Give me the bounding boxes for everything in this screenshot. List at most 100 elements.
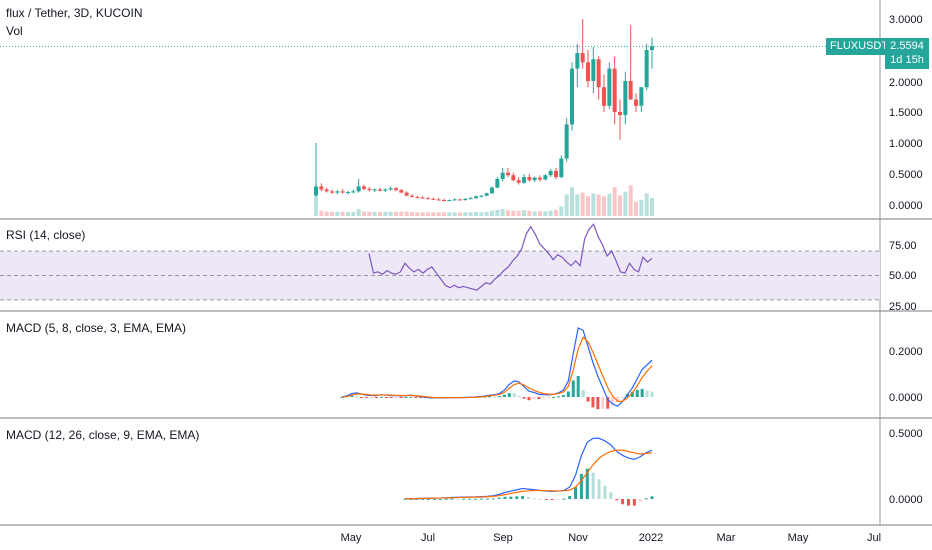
x-axis-tick: Jul (867, 532, 881, 544)
candle-body (394, 188, 398, 191)
volume-bar (367, 211, 372, 216)
candle-body (319, 186, 324, 190)
volume-bar (527, 210, 532, 216)
volume-bar (383, 211, 388, 216)
x-axis-tick: Mar (717, 532, 736, 544)
macd1-histogram-bar (591, 397, 595, 408)
volume-bar (319, 210, 324, 216)
candle-body (650, 46, 654, 50)
macd2-histogram-bar (568, 496, 572, 499)
candle-body (570, 68, 574, 125)
macd2-histogram-bar (509, 496, 513, 499)
volume-bar (474, 212, 478, 216)
chart-title: flux / Tether, 3D, KUCOIN (6, 6, 143, 20)
macd2-histogram-bar (603, 485, 607, 499)
candle-body (431, 198, 436, 200)
last-price: 2.5594 (890, 40, 924, 52)
candle-body (591, 59, 596, 81)
macd1-histogram-bar (601, 397, 605, 409)
rsi-band (0, 251, 880, 300)
candle-body (436, 199, 441, 201)
candle-body (506, 172, 510, 176)
candle-body (372, 189, 377, 191)
volume-bar (420, 212, 425, 216)
macd2-histogram-bar (556, 499, 560, 500)
volume-bar (340, 211, 345, 216)
x-axis-tick: 2022 (639, 532, 663, 544)
candle-body (378, 189, 382, 191)
macd1-histogram-bar (576, 376, 580, 397)
macd1-histogram-bar (512, 393, 516, 397)
rsi-axis-tick: 75.00 (889, 240, 917, 252)
volume-bar (426, 212, 430, 216)
macd1-histogram-bar (365, 397, 369, 398)
macd2-histogram-bar (503, 496, 507, 499)
candle-body (458, 199, 462, 201)
candle-body (500, 172, 505, 179)
volume-bar (639, 199, 644, 216)
volume-bar (607, 193, 612, 216)
macd2-histogram-bar (544, 499, 548, 500)
volume-bar (500, 209, 505, 216)
macd1-histogram-bar (522, 397, 526, 399)
macd2-histogram-bar (638, 499, 642, 502)
volume-bar (575, 194, 580, 216)
volume-bar (330, 211, 334, 216)
price-axis-tick: 3.0000 (889, 14, 923, 26)
volume-bar (372, 211, 377, 216)
macd1-histogram-bar (620, 397, 624, 398)
macd1-histogram-bar (596, 397, 600, 410)
rsi-axis-tick: 50.00 (889, 270, 917, 282)
volume-bar (623, 191, 628, 216)
macd1-histogram-bar (355, 395, 359, 397)
macd1-histogram-bar (419, 397, 423, 398)
macd1-histogram-bar (502, 394, 506, 397)
volume-bar (410, 212, 414, 216)
volume-bar (559, 206, 564, 216)
macd1-histogram-bar (399, 397, 403, 398)
candle-body (335, 191, 340, 193)
macd2-histogram-bar (450, 498, 454, 500)
candle-body (596, 59, 601, 88)
candle-body (554, 170, 558, 178)
candle-body (484, 193, 489, 196)
macd2-histogram-bar (468, 498, 472, 500)
candle-body (404, 192, 409, 196)
macd2-histogram-bar (456, 498, 460, 500)
macd2-histogram-bar (562, 498, 566, 500)
volume-bar (468, 212, 473, 216)
candle-body (612, 68, 617, 112)
candle-body (346, 191, 350, 193)
volume-bar (548, 210, 553, 216)
macd1-histogram-bar (552, 397, 556, 398)
volume-bar (532, 211, 537, 216)
volume-bar (463, 212, 468, 216)
candle-body (580, 53, 585, 63)
volume-bar (399, 211, 404, 216)
candle-body (351, 191, 356, 193)
macd2-histogram-bar (438, 498, 442, 500)
volume-bar (602, 196, 606, 216)
macd2-histogram-bar (532, 498, 536, 500)
price-axis-tick: 0.5000 (889, 169, 923, 181)
candle-body (532, 177, 537, 181)
candle-body (639, 87, 644, 106)
candle-body (420, 197, 425, 199)
volume-bar (628, 185, 633, 216)
macd1-histogram-bar (384, 397, 388, 398)
macd1-histogram-bar (645, 390, 649, 397)
candle-body (399, 190, 404, 193)
macd2-histogram-bar (585, 468, 589, 499)
rsi-label: RSI (14, close) (6, 228, 86, 242)
macd1-histogram-bar (350, 395, 354, 397)
macd1-histogram-bar (542, 397, 546, 399)
price-axis-tick: 2.0000 (889, 77, 923, 89)
volume-bar (650, 198, 654, 216)
volume-bar (346, 211, 350, 216)
candle-body (447, 200, 452, 202)
candle-body (410, 195, 414, 197)
macd2-histogram-bar (644, 498, 648, 500)
candle-body (618, 112, 622, 116)
volume-bar (404, 211, 409, 216)
